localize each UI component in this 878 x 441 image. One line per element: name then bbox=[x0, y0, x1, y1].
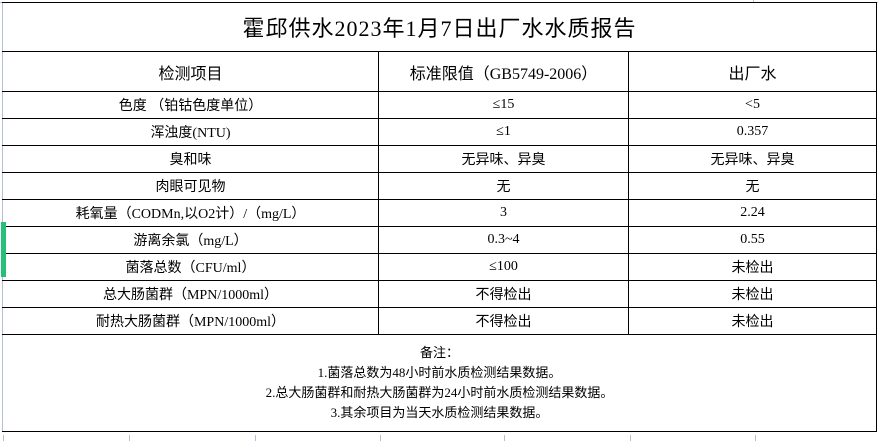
cell-test-item: 浑浊度(NTU) bbox=[2, 118, 379, 146]
row-marker-green-bar bbox=[1, 222, 6, 277]
cell-value: 0.357 bbox=[628, 118, 877, 146]
gridline-bottom-tick bbox=[129, 435, 130, 441]
cell-limit: 无 bbox=[378, 172, 629, 200]
header-row: 检测项目 标准限值（GB5749-2006） 出厂水 bbox=[2, 51, 877, 92]
notes-label: 备注： bbox=[419, 345, 459, 360]
gridline-bottom-tick bbox=[504, 435, 505, 441]
column-header-test-item: 检测项目 bbox=[2, 51, 379, 92]
cell-test-item: 耗氧量（CODMn,以O2计）/（mg/L） bbox=[2, 199, 379, 227]
table-row: 游离余氯（mg/L） 0.3~4 0.55 bbox=[2, 226, 877, 254]
cell-value: 无异味、异臭 bbox=[628, 145, 877, 173]
cell-limit: 无异味、异臭 bbox=[378, 145, 629, 173]
water-quality-report-table: 霍邱供水2023年1月7日出厂水水质报告 检测项目 标准限值（GB5749-20… bbox=[2, 2, 877, 432]
cell-test-item: 菌落总数（CFU/ml） bbox=[2, 253, 379, 281]
cell-value: 无 bbox=[628, 172, 877, 200]
column-header-outlet-water: 出厂水 bbox=[628, 51, 877, 92]
cell-limit: 0.3~4 bbox=[378, 226, 629, 254]
cell-test-item: 臭和味 bbox=[2, 145, 379, 173]
notes-row: 备注： 1.菌落总数为48小时前水质检测结果数据。 2.总大肠菌群和耐热大肠菌群… bbox=[2, 334, 877, 432]
report-title: 霍邱供水2023年1月7日出厂水水质报告 bbox=[2, 2, 877, 52]
cell-test-item: 游离余氯（mg/L） bbox=[2, 226, 379, 254]
cell-test-item: 肉眼可见物 bbox=[2, 172, 379, 200]
cell-limit: 3 bbox=[378, 199, 629, 227]
table-row: 浑浊度(NTU) ≤1 0.357 bbox=[2, 118, 877, 146]
cell-value: 0.55 bbox=[628, 226, 877, 254]
cell-test-item: 总大肠菌群（MPN/1000ml） bbox=[2, 280, 379, 308]
cell-test-item: 耐热大肠菌群（MPN/1000ml） bbox=[2, 307, 379, 335]
table-row: 耐热大肠菌群（MPN/1000ml） 不得检出 未检出 bbox=[2, 307, 877, 335]
gridline-bottom-tick bbox=[255, 435, 256, 441]
note-line-2: 2.总大肠菌群和耐热大肠菌群为24小时前水质检测结果数据。 bbox=[265, 385, 614, 400]
cell-limit: 不得检出 bbox=[378, 307, 629, 335]
cell-value: 未检出 bbox=[628, 280, 877, 308]
cell-value: 未检出 bbox=[628, 253, 877, 281]
cell-limit: 不得检出 bbox=[378, 280, 629, 308]
cell-limit: ≤1 bbox=[378, 118, 629, 146]
cell-test-item: 色度 （铂钴色度单位） bbox=[2, 91, 379, 119]
title-row: 霍邱供水2023年1月7日出厂水水质报告 bbox=[2, 2, 877, 52]
table-row: 肉眼可见物 无 无 bbox=[2, 172, 877, 200]
column-header-limit: 标准限值（GB5749-2006） bbox=[378, 51, 629, 92]
gridline-bottom-tick bbox=[3, 435, 4, 441]
gridline-bottom-tick bbox=[380, 435, 381, 441]
table-row: 总大肠菌群（MPN/1000ml） 不得检出 未检出 bbox=[2, 280, 877, 308]
gridline-top-tick bbox=[753, 0, 754, 2]
cell-limit: ≤100 bbox=[378, 253, 629, 281]
cell-value: 2.24 bbox=[628, 199, 877, 227]
table-row: 色度 （铂钴色度单位） ≤15 <5 bbox=[2, 91, 877, 119]
cell-value: 未检出 bbox=[628, 307, 877, 335]
table-row: 菌落总数（CFU/ml） ≤100 未检出 bbox=[2, 253, 877, 281]
table-row: 耗氧量（CODMn,以O2计）/（mg/L） 3 2.24 bbox=[2, 199, 877, 227]
gridline-bottom-tick bbox=[630, 435, 631, 441]
notes-block: 备注： 1.菌落总数为48小时前水质检测结果数据。 2.总大肠菌群和耐热大肠菌群… bbox=[2, 334, 877, 432]
table-row: 臭和味 无异味、异臭 无异味、异臭 bbox=[2, 145, 877, 173]
cell-limit: ≤15 bbox=[378, 91, 629, 119]
cell-value: <5 bbox=[628, 91, 877, 119]
note-line-1: 1.菌落总数为48小时前水质检测结果数据。 bbox=[317, 365, 562, 380]
note-line-3: 3.其余项目为当天水质检测结果数据。 bbox=[330, 405, 549, 420]
gridline-bottom-tick bbox=[755, 435, 756, 441]
